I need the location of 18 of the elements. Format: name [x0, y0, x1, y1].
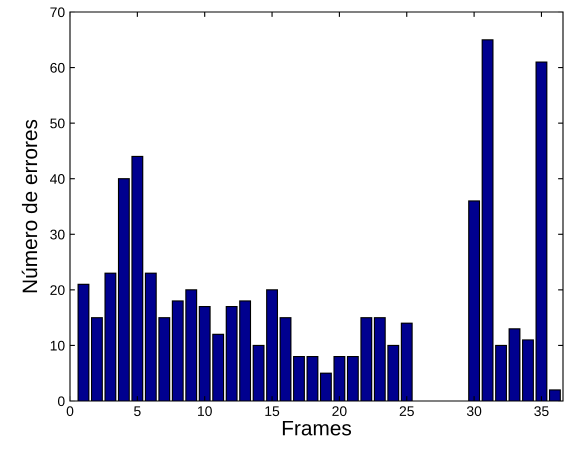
y-tick-label: 10: [50, 340, 65, 351]
y-tick-label: 60: [50, 62, 65, 73]
x-tick-label: 20: [332, 406, 347, 416]
y-tick-label: 50: [50, 118, 65, 128]
x-tick-label: 35: [534, 406, 549, 416]
x-tick-label: 0: [66, 406, 74, 416]
x-axis-title: Frames: [282, 420, 352, 436]
y-tick-label: 20: [50, 285, 65, 296]
x-tick-label: 15: [265, 406, 280, 416]
x-tick-label: 5: [134, 406, 141, 416]
y-axis-title: Número de errores: [22, 120, 38, 292]
y-tick-label: 40: [50, 174, 65, 184]
x-tick-label: 30: [466, 406, 482, 416]
y-tick-label: 70: [50, 7, 65, 18]
x-tick-label: 10: [198, 406, 212, 416]
x-tick-label: 25: [400, 406, 414, 416]
y-tick-label: 0: [58, 396, 65, 406]
y-tick-label: 30: [50, 230, 65, 240]
